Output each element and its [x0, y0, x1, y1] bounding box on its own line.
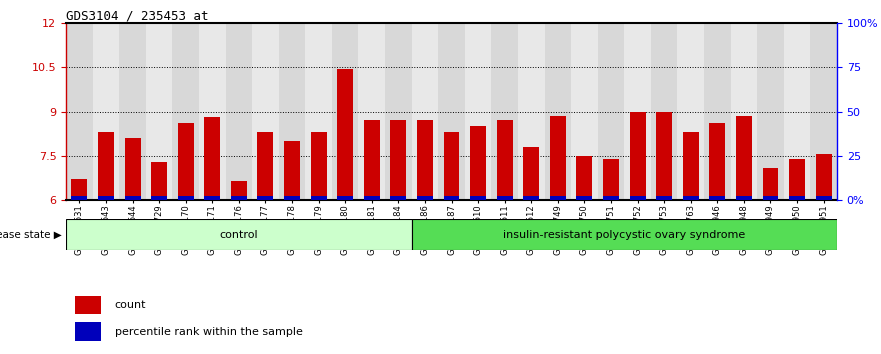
Bar — [683, 196, 699, 200]
Bar — [789, 159, 805, 200]
Bar — [284, 196, 300, 200]
Bar — [736, 196, 751, 200]
Bar — [709, 196, 725, 200]
Bar — [544, 23, 571, 200]
Bar — [651, 23, 677, 200]
Bar — [257, 132, 273, 200]
Bar — [571, 23, 597, 200]
Text: percentile rank within the sample: percentile rank within the sample — [115, 327, 302, 337]
Bar — [390, 196, 406, 200]
Bar — [278, 23, 306, 200]
Bar — [364, 120, 380, 200]
Bar — [465, 23, 492, 200]
Bar — [98, 196, 114, 200]
Bar — [311, 196, 327, 200]
Bar — [497, 196, 513, 200]
Bar — [443, 132, 460, 200]
Bar — [811, 23, 837, 200]
Bar — [656, 112, 672, 200]
Bar — [231, 196, 247, 200]
Bar — [411, 219, 837, 250]
Bar — [550, 196, 566, 200]
Bar — [492, 23, 518, 200]
Bar — [337, 69, 353, 200]
Bar — [93, 23, 119, 200]
Bar — [625, 23, 651, 200]
Bar — [390, 120, 406, 200]
Bar — [252, 23, 278, 200]
Text: disease state ▶: disease state ▶ — [0, 229, 62, 240]
Bar — [518, 23, 544, 200]
Bar — [417, 120, 433, 200]
Bar — [470, 126, 486, 200]
Bar — [576, 156, 592, 200]
Bar — [704, 23, 730, 200]
Bar — [763, 167, 779, 200]
Bar — [257, 196, 273, 200]
Bar — [71, 179, 87, 200]
Bar — [683, 132, 699, 200]
Bar — [656, 196, 672, 200]
Bar — [75, 322, 101, 341]
Bar — [204, 196, 220, 200]
Text: control: control — [219, 229, 258, 240]
Bar — [337, 196, 353, 200]
Bar — [226, 23, 252, 200]
Bar — [730, 23, 757, 200]
Bar — [178, 196, 194, 200]
Bar — [523, 147, 539, 200]
Text: count: count — [115, 300, 146, 310]
Bar — [677, 23, 704, 200]
Bar — [364, 196, 380, 200]
Bar — [603, 196, 619, 200]
Bar — [763, 196, 779, 200]
Bar — [757, 23, 784, 200]
Bar — [178, 123, 194, 200]
Bar — [124, 138, 140, 200]
Bar — [75, 296, 101, 314]
Bar — [98, 132, 114, 200]
Bar — [497, 120, 513, 200]
Bar — [231, 181, 247, 200]
Bar — [385, 23, 411, 200]
Bar — [603, 159, 619, 200]
Bar — [119, 23, 146, 200]
Bar — [443, 196, 460, 200]
Text: GDS3104 / 235453_at: GDS3104 / 235453_at — [66, 9, 209, 22]
Bar — [789, 196, 805, 200]
Bar — [66, 23, 93, 200]
Bar — [523, 196, 539, 200]
Bar — [417, 196, 433, 200]
Bar — [152, 196, 167, 200]
Bar — [204, 118, 220, 200]
Bar — [284, 141, 300, 200]
Bar — [438, 23, 465, 200]
Bar — [306, 23, 332, 200]
Bar — [550, 116, 566, 200]
Bar — [146, 23, 173, 200]
Bar — [173, 23, 199, 200]
Bar — [71, 196, 87, 200]
Bar — [124, 196, 140, 200]
Bar — [816, 154, 832, 200]
Bar — [816, 196, 832, 200]
Bar — [152, 162, 167, 200]
Bar — [630, 112, 646, 200]
Bar — [311, 132, 327, 200]
Bar — [709, 123, 725, 200]
Bar — [332, 23, 359, 200]
Bar — [199, 23, 226, 200]
Bar — [359, 23, 385, 200]
Bar — [470, 196, 486, 200]
Bar — [784, 23, 811, 200]
Bar — [597, 23, 625, 200]
Bar — [630, 196, 646, 200]
Bar — [411, 23, 438, 200]
Text: insulin-resistant polycystic ovary syndrome: insulin-resistant polycystic ovary syndr… — [503, 229, 745, 240]
Bar — [576, 196, 592, 200]
Bar — [736, 116, 751, 200]
Bar — [66, 219, 411, 250]
